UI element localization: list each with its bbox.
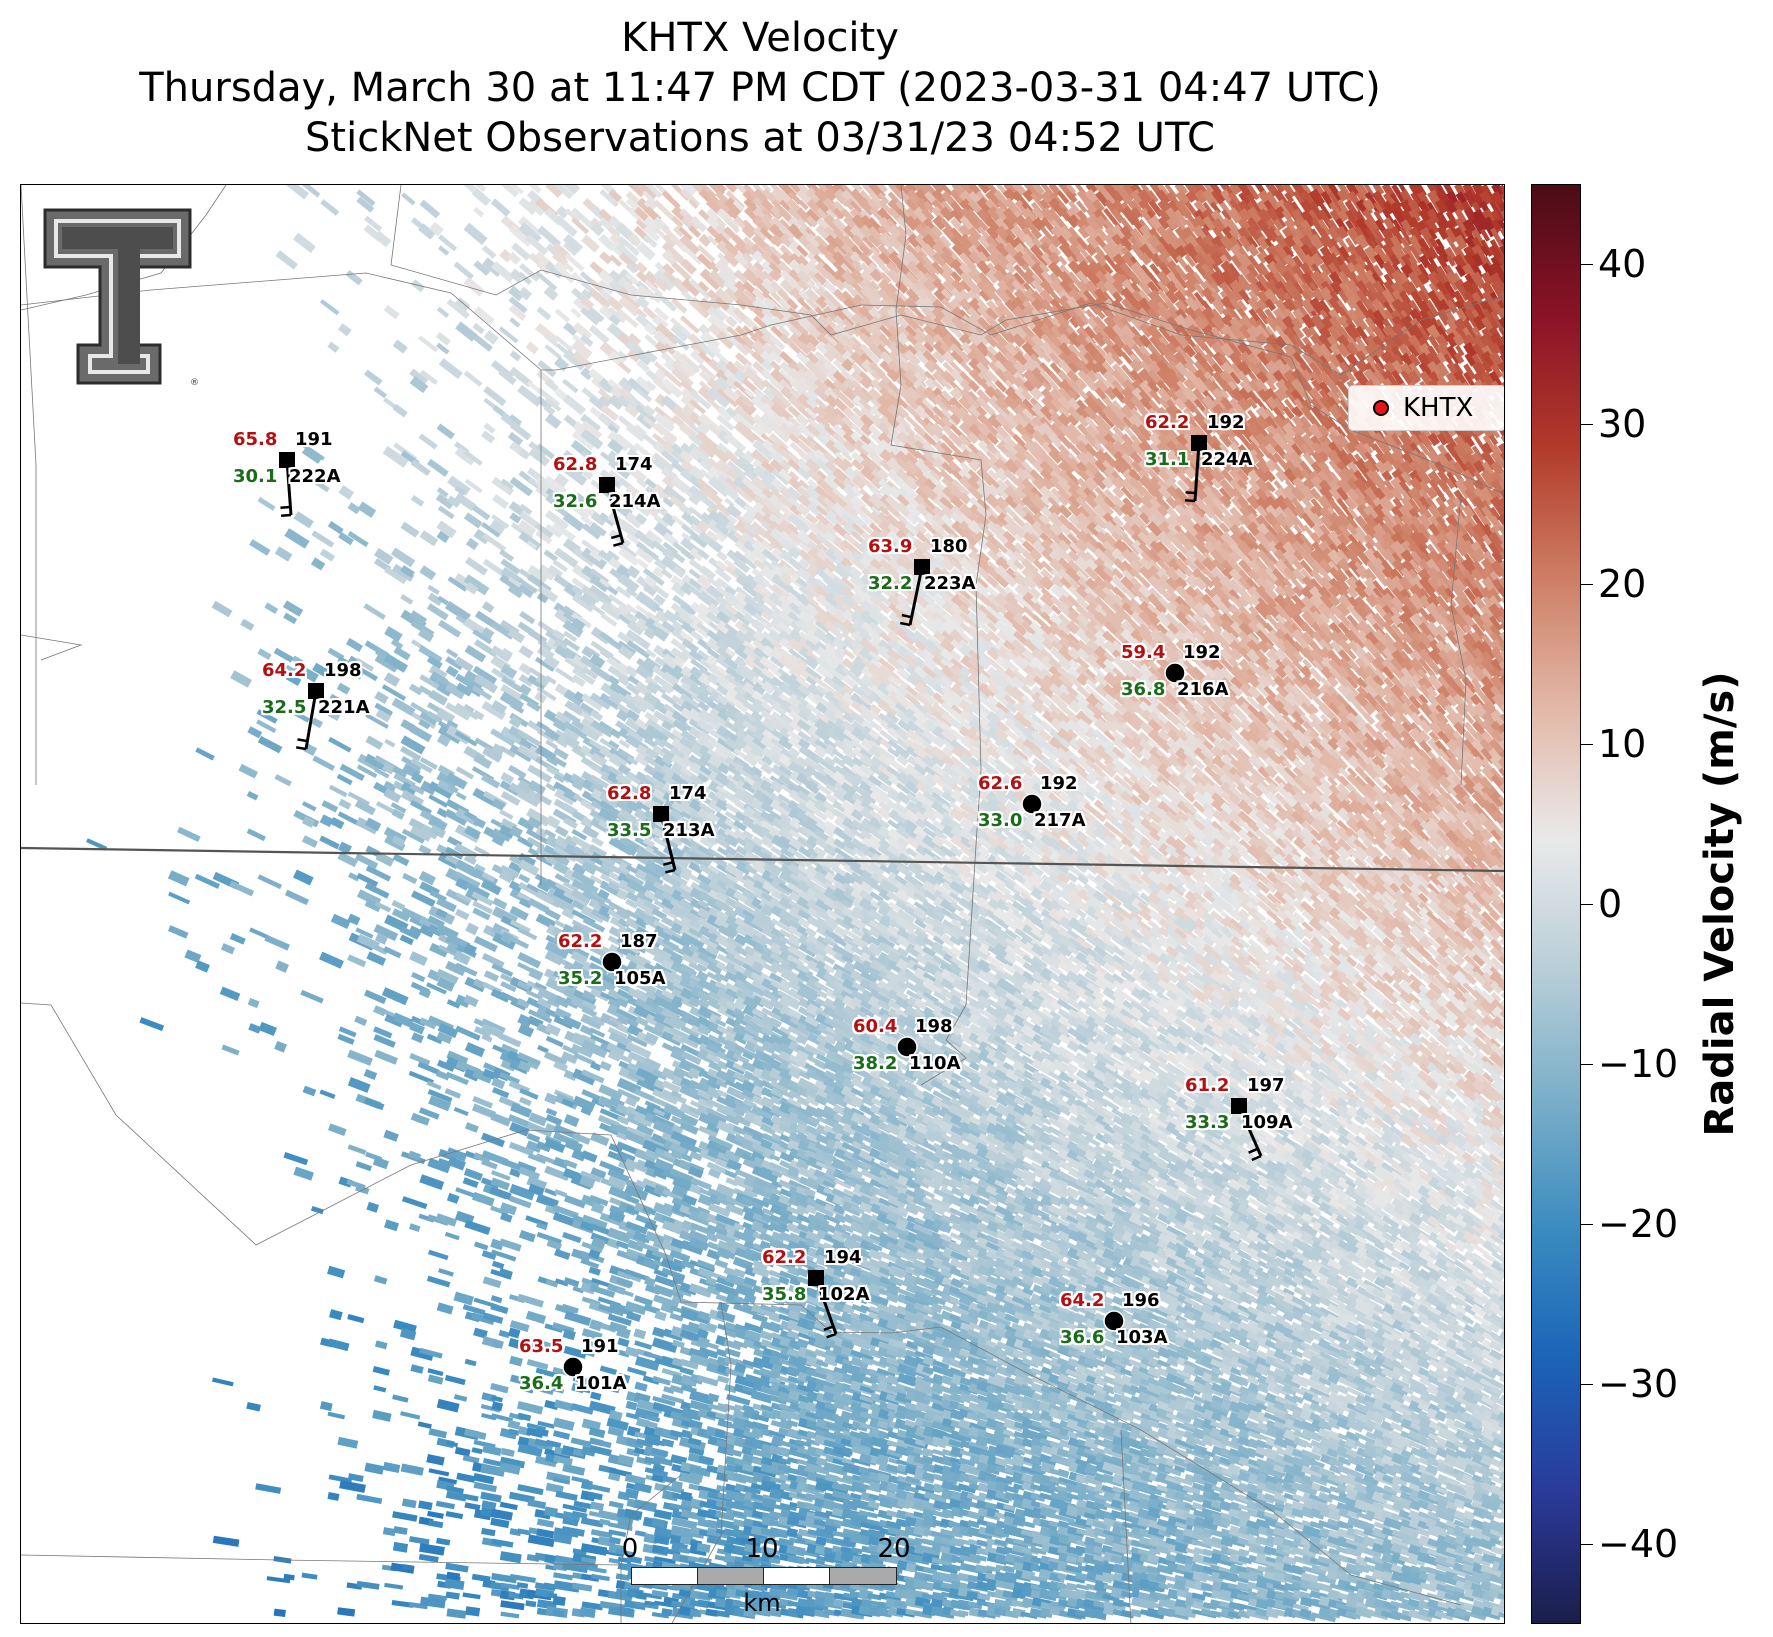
- radar-gate: [327, 342, 339, 353]
- radar-gate: [401, 192, 415, 205]
- radar-gate: [437, 423, 455, 439]
- radar-gate: [249, 539, 270, 556]
- radar-gate: [439, 358, 463, 379]
- radar-map-panel: KHTX 65.8 191 30.1 222A 62.8 174 32.6 214A 63.9 1…: [20, 184, 1505, 1624]
- radar-gate: [635, 262, 647, 274]
- radar-gate: [419, 434, 438, 450]
- radar-gate: [492, 494, 509, 509]
- radar-gate: [346, 270, 363, 285]
- radar-gate: [420, 530, 439, 546]
- radar-gate: [338, 485, 354, 500]
- radar-gate: [427, 585, 439, 595]
- radar-gate: [499, 549, 514, 562]
- radar-gate: [438, 245, 449, 255]
- radar-gate: [466, 538, 479, 550]
- radar-gate: [618, 362, 631, 374]
- radar-gate: [438, 505, 455, 519]
- radar-gate: [464, 223, 488, 245]
- radar-gate: [562, 379, 579, 394]
- radar-gate: [411, 495, 424, 507]
- radar-gate: [482, 601, 495, 613]
- radar-gate: [411, 279, 425, 292]
- radar-gate: [419, 565, 436, 580]
- radar-gate: [338, 323, 352, 336]
- radar-gate: [293, 511, 313, 528]
- radar-gate: [212, 601, 233, 617]
- radar-gate: [276, 250, 298, 269]
- radar-gate: [384, 305, 400, 319]
- radar-gate: [364, 370, 383, 386]
- radar-gate: [499, 326, 519, 343]
- map-title: KHTX Velocity: [0, 14, 1520, 62]
- radar-gate: [427, 603, 449, 620]
- radar-gate: [418, 335, 438, 352]
- radar-gate: [491, 198, 511, 216]
- radar-gate: [454, 262, 474, 280]
- radar-gate: [264, 603, 278, 614]
- radar-gate: [284, 528, 309, 548]
- radar-gate: [607, 586, 618, 596]
- radar-gate: [411, 459, 431, 476]
- radar-gate: [581, 235, 600, 253]
- radar-gate: [363, 603, 385, 620]
- radar-gate: [419, 200, 440, 219]
- radar-gate: [472, 188, 491, 206]
- radar-gate: [570, 308, 581, 318]
- radar-gate: [400, 522, 419, 538]
- radar-gate: [391, 547, 415, 567]
- radar-gate: [482, 245, 497, 258]
- radar-gate: [437, 307, 449, 318]
- radar-gate: [283, 613, 297, 625]
- radar-gate: [320, 299, 339, 315]
- radar-gate: [563, 394, 586, 415]
- radar-gate: [328, 521, 344, 534]
- radar-gate: [544, 286, 559, 300]
- radar-gate: [311, 530, 334, 547]
- radar-gate: [473, 207, 484, 217]
- radar-gate: [293, 233, 316, 253]
- radar-gate: [662, 191, 681, 209]
- radar-gate: [320, 199, 339, 216]
- radar-velocity-field: [21, 185, 1505, 1624]
- radar-gate: [509, 317, 520, 327]
- radar-gate: [275, 546, 293, 561]
- radar-gate: [537, 307, 552, 321]
- radar-gate: [545, 413, 562, 429]
- radar-gate: [320, 549, 335, 562]
- radar-gate: [526, 341, 539, 354]
- radar-gate: [358, 501, 377, 517]
- radar-gate: [393, 340, 408, 354]
- radar-gate: [258, 497, 276, 511]
- radar-gate: [465, 557, 488, 575]
- radar-gate: [464, 371, 483, 387]
- radar-gate: [311, 557, 325, 570]
- map-subtitle-observations: StickNet Observations at 03/31/23 04:52 …: [0, 114, 1520, 162]
- radar-gate: [400, 594, 413, 605]
- radar-gates: [86, 185, 1505, 1622]
- radar-gate: [427, 459, 449, 477]
- radar-gate: [555, 309, 570, 323]
- radar-gate: [374, 387, 387, 399]
- map-subtitle-time: Thursday, March 30 at 11:47 PM CDT (2023…: [0, 64, 1520, 112]
